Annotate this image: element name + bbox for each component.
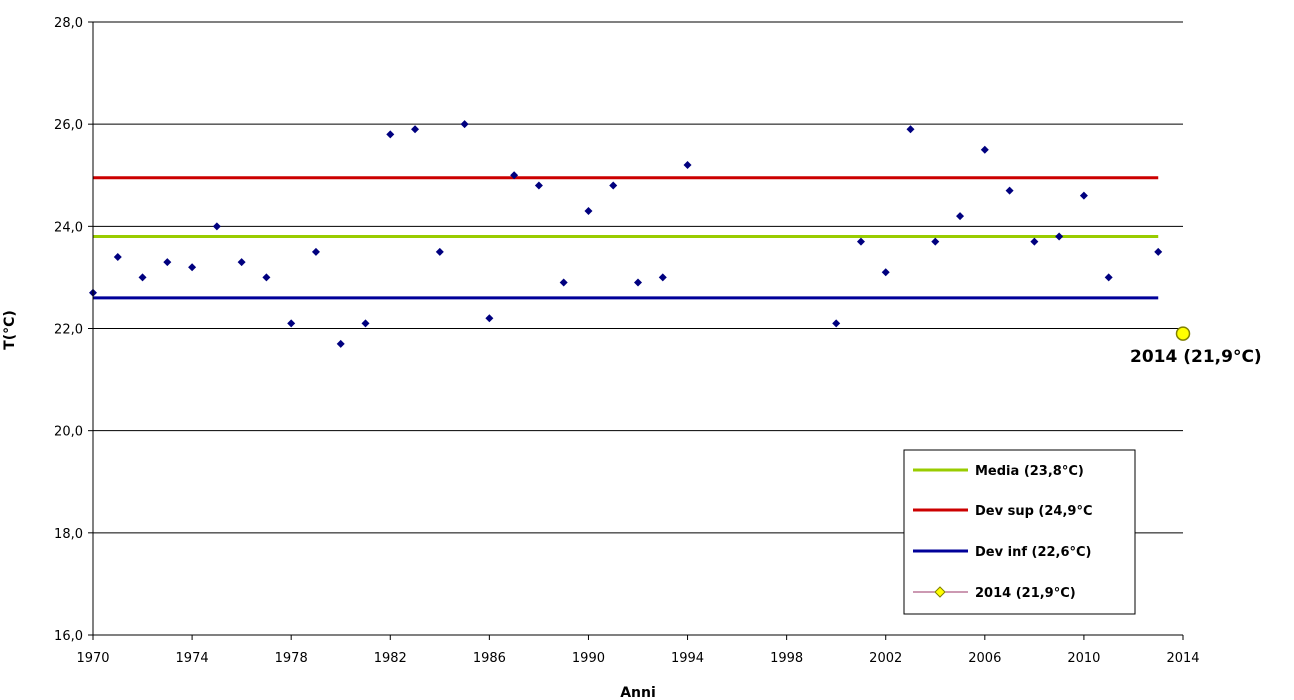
data-point — [361, 319, 370, 328]
y-tick-label: 18,0 — [54, 527, 83, 542]
data-point — [1055, 232, 1064, 241]
data-point — [931, 237, 940, 246]
data-point — [188, 263, 197, 272]
series-lines — [93, 176, 1159, 300]
legend-label-media: Media (23,8°C) — [975, 464, 1084, 479]
data-point — [163, 258, 172, 267]
x-tick-label: 1982 — [374, 651, 407, 666]
gridlines — [93, 21, 1183, 636]
data-point — [262, 273, 271, 282]
data-point — [956, 212, 965, 221]
legend-label-dev-inf: Dev inf (22,6°C) — [975, 545, 1092, 560]
x-tick-label: 2002 — [869, 651, 902, 666]
data-point — [1079, 191, 1088, 200]
data-point — [113, 252, 122, 261]
data-point — [856, 237, 865, 246]
x-tick-label: 1974 — [176, 651, 209, 666]
legend-swatch-2014-marker — [934, 586, 946, 598]
legend: Media (23,8°C) Dev sup (24,9°C Dev inf (… — [903, 449, 1136, 615]
data-point — [386, 130, 395, 139]
data-point — [510, 171, 519, 180]
data-point — [435, 247, 444, 256]
data-point — [1104, 273, 1113, 282]
annotation-2014: 2014 (21,9°C) — [1130, 347, 1262, 367]
data-point — [1005, 186, 1014, 195]
x-tick-label: 1998 — [770, 651, 803, 666]
data-point — [212, 222, 221, 231]
x-tick-label: 2006 — [968, 651, 1001, 666]
data-point — [634, 278, 642, 287]
x-tick-label: 2014 — [1166, 651, 1199, 666]
x-tick-label: 1970 — [76, 651, 109, 666]
data-point — [683, 161, 692, 170]
data-point — [609, 181, 618, 190]
y-tick-label: 24,0 — [54, 220, 83, 235]
data-point — [906, 125, 915, 134]
data-point — [534, 181, 543, 190]
y-tick-label: 28,0 — [54, 16, 83, 31]
data-point — [485, 314, 494, 323]
y-tick-label: 22,0 — [54, 323, 83, 338]
data-point — [584, 207, 593, 216]
data-points — [89, 120, 1191, 348]
data-point — [138, 273, 147, 282]
y-tick-label: 16,0 — [54, 629, 83, 644]
data-point — [336, 339, 345, 348]
legend-label-2014: 2014 (21,9°C) — [975, 586, 1076, 601]
x-tick-label: 2010 — [1067, 651, 1100, 666]
data-point — [1154, 247, 1163, 256]
x-axis-title: Anni — [620, 685, 656, 700]
y-tick-label: 20,0 — [54, 425, 83, 440]
data-point — [881, 268, 890, 277]
data-point — [980, 145, 989, 154]
x-tick-label: 1990 — [572, 651, 605, 666]
data-point — [411, 125, 420, 134]
y-tick-label: 26,0 — [54, 118, 83, 133]
data-point — [832, 319, 841, 328]
data-point — [559, 278, 568, 287]
data-point — [311, 247, 320, 256]
data-point — [237, 258, 246, 267]
data-point — [460, 120, 469, 129]
highlight-point-2014 — [1175, 326, 1191, 341]
data-point — [1030, 237, 1039, 246]
x-tick-label: 1994 — [671, 651, 704, 666]
legend-label-dev-sup: Dev sup (24,9°C — [975, 504, 1093, 519]
y-axis-title: T(°C) — [2, 310, 18, 350]
axes — [88, 21, 1184, 640]
x-tick-label: 1978 — [275, 651, 308, 666]
tick-labels: 16,0 18,0 20,0 22,0 24,0 26,0 28,0 1970 1974 1978… — [54, 16, 1200, 666]
data-point — [287, 319, 296, 328]
legend-box — [903, 449, 1136, 615]
x-tick-label: 1986 — [473, 651, 506, 666]
data-point — [658, 273, 667, 282]
